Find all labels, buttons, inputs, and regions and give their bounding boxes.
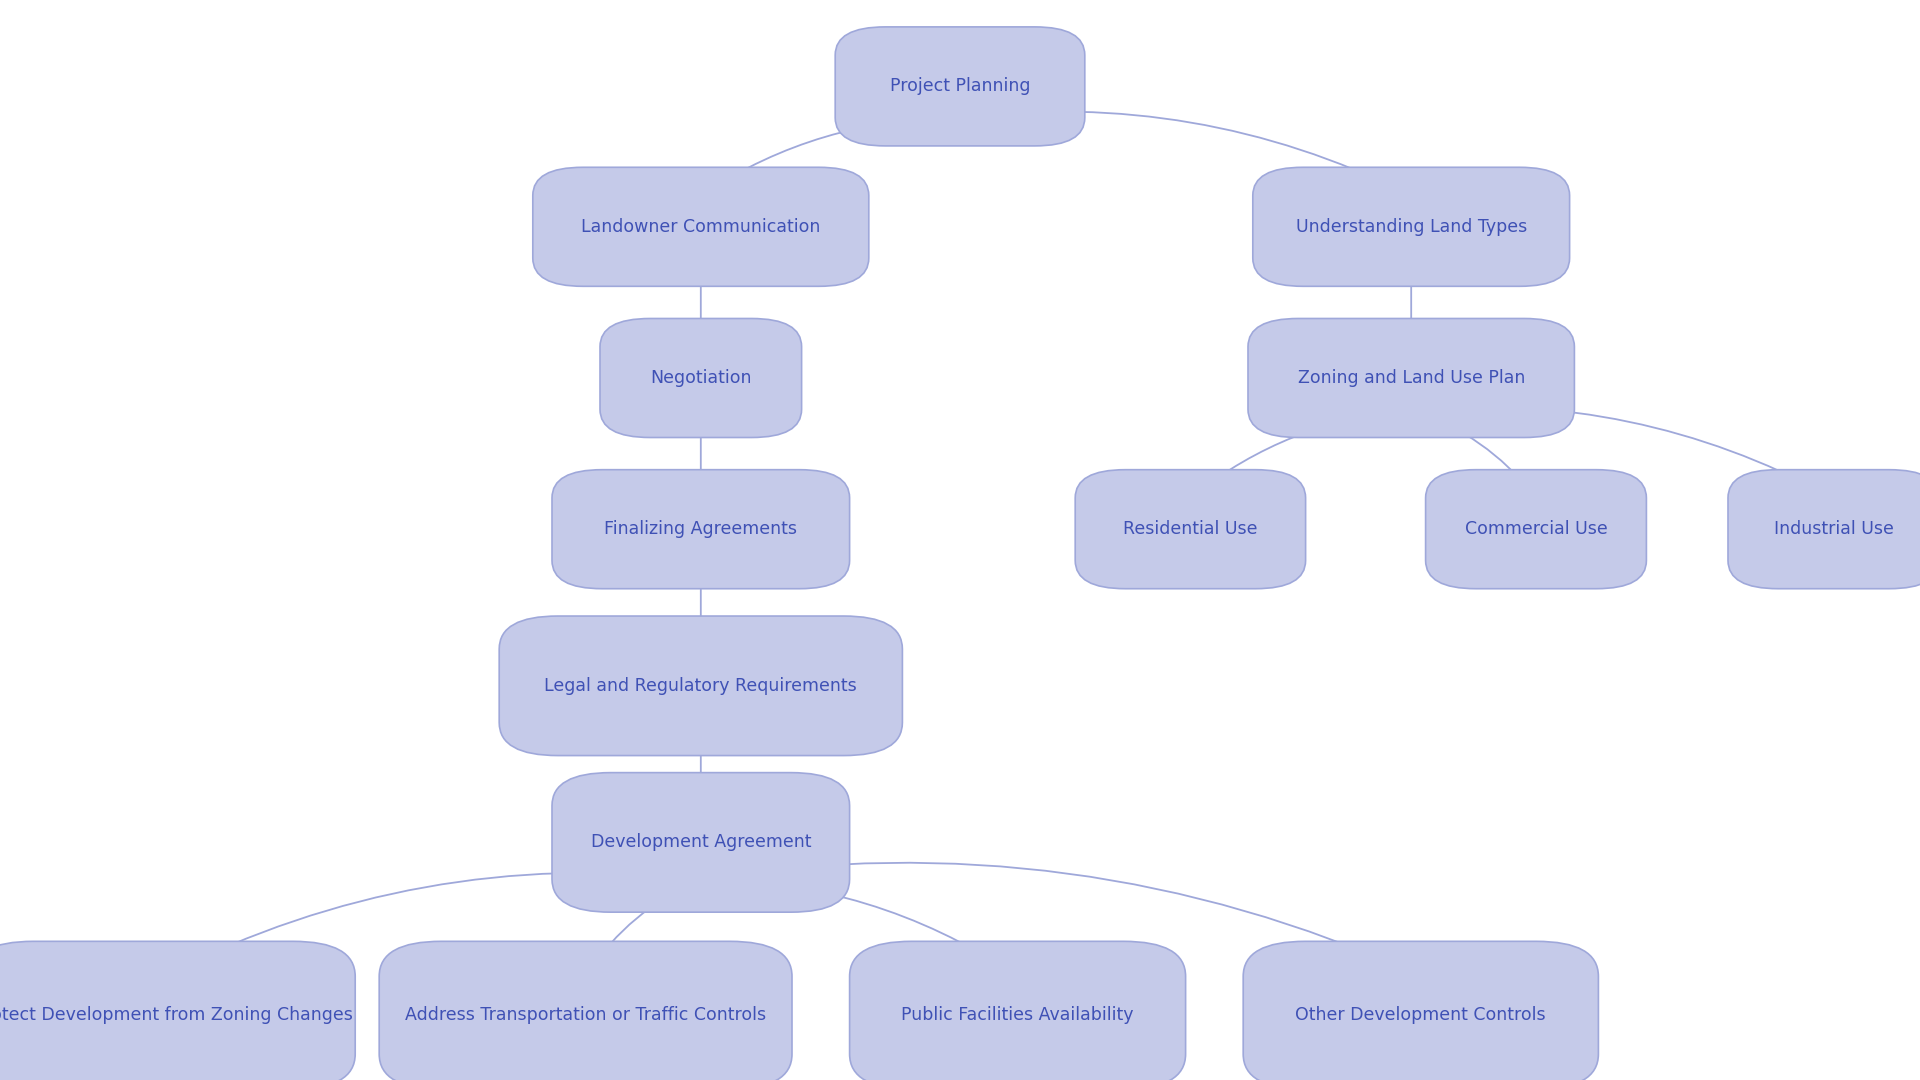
Text: Finalizing Agreements: Finalizing Agreements	[605, 521, 797, 538]
Text: Understanding Land Types: Understanding Land Types	[1296, 218, 1526, 235]
FancyBboxPatch shape	[1075, 470, 1306, 589]
Text: Commercial Use: Commercial Use	[1465, 521, 1607, 538]
FancyBboxPatch shape	[1252, 167, 1569, 286]
Text: Public Facilities Availability: Public Facilities Availability	[900, 1007, 1135, 1024]
FancyBboxPatch shape	[1728, 470, 1920, 589]
Text: Industrial Use: Industrial Use	[1774, 521, 1893, 538]
FancyBboxPatch shape	[1248, 319, 1574, 437]
Text: Development Agreement: Development Agreement	[591, 834, 810, 851]
FancyBboxPatch shape	[553, 772, 849, 913]
FancyBboxPatch shape	[499, 616, 902, 756]
Text: Zoning and Land Use Plan: Zoning and Land Use Plan	[1298, 369, 1524, 387]
FancyBboxPatch shape	[835, 27, 1085, 146]
FancyBboxPatch shape	[1425, 470, 1647, 589]
FancyBboxPatch shape	[599, 319, 801, 437]
Text: Other Development Controls: Other Development Controls	[1296, 1007, 1546, 1024]
Text: Legal and Regulatory Requirements: Legal and Regulatory Requirements	[545, 677, 856, 694]
FancyBboxPatch shape	[532, 167, 868, 286]
Text: Landowner Communication: Landowner Communication	[582, 218, 820, 235]
Text: Negotiation: Negotiation	[651, 369, 751, 387]
Text: Protect Development from Zoning Changes: Protect Development from Zoning Changes	[0, 1007, 353, 1024]
Text: Address Transportation or Traffic Controls: Address Transportation or Traffic Contro…	[405, 1007, 766, 1024]
FancyBboxPatch shape	[380, 942, 791, 1080]
FancyBboxPatch shape	[849, 942, 1185, 1080]
FancyBboxPatch shape	[553, 470, 849, 589]
FancyBboxPatch shape	[1242, 942, 1597, 1080]
Text: Project Planning: Project Planning	[889, 78, 1031, 95]
Text: Residential Use: Residential Use	[1123, 521, 1258, 538]
FancyBboxPatch shape	[0, 942, 355, 1080]
